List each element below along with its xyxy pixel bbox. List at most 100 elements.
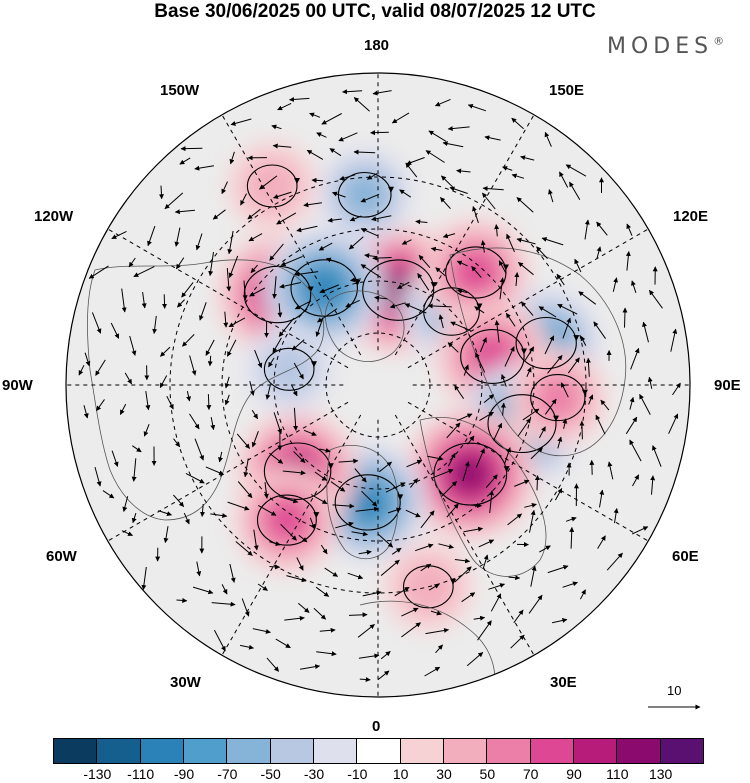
wind-arrow <box>431 469 454 479</box>
map-disk <box>66 73 690 697</box>
anomaly-center <box>233 466 341 574</box>
colorbar-segment <box>53 738 98 764</box>
wind-arrow <box>121 288 127 313</box>
wind-arrow <box>482 554 489 569</box>
wind-arrow <box>427 303 452 309</box>
wind-arrow <box>358 549 372 555</box>
wind-arrow <box>450 321 471 332</box>
colorbar-tick-label: -130 <box>83 766 112 782</box>
wind-arrow <box>442 233 456 239</box>
wind-arrow <box>430 246 443 252</box>
wind-arrow <box>319 284 339 294</box>
wind-arrow <box>143 424 150 437</box>
wind-arrow <box>208 252 214 277</box>
wind-arrow <box>596 221 608 236</box>
colorbar-segment <box>269 738 314 764</box>
wind-arrow <box>425 627 449 635</box>
wind-arrow <box>200 503 205 517</box>
colorbar-tick-label: -30 <box>303 766 325 782</box>
wind-arrow <box>399 189 412 198</box>
wind-arrow <box>534 475 540 491</box>
wind-arrow <box>562 418 568 429</box>
wind-arrow <box>406 459 423 468</box>
colorbar-tick-label: -50 <box>260 766 281 782</box>
wind-arrow <box>237 481 253 499</box>
wind-arrow <box>241 598 250 617</box>
wind-arrow <box>670 328 678 352</box>
wind-arrow <box>189 355 197 376</box>
wind-arrow <box>504 346 515 367</box>
wind-arrow <box>280 523 297 541</box>
wind-arrow <box>428 583 440 591</box>
wind-arrow <box>176 597 188 603</box>
latitude-circle <box>273 280 483 490</box>
colorbar-tick-label: 90 <box>566 766 582 782</box>
wind-arrow <box>578 291 597 305</box>
wind-arrow <box>387 507 402 514</box>
wind-arrow <box>289 96 310 102</box>
wind-arrow <box>353 149 376 155</box>
wind-arrow <box>524 502 537 508</box>
wind-arrow <box>175 257 185 270</box>
wind-arrow <box>355 506 380 512</box>
wind-arrow <box>294 271 319 277</box>
wind-arrow <box>158 510 172 516</box>
wind-arrow <box>321 113 342 125</box>
colorbar-tick-label: 10 <box>392 766 409 782</box>
colorbar-tick-label: -90 <box>173 766 195 782</box>
meridian-line <box>394 414 535 656</box>
wind-arrow <box>280 255 303 267</box>
wind-arrow <box>629 396 635 410</box>
wind-arrow <box>574 258 582 273</box>
wind-arrow <box>405 162 418 178</box>
wind-arrow <box>252 628 271 634</box>
wind-arrow <box>84 352 91 367</box>
anomaly-center <box>421 217 531 328</box>
wind-arrow <box>372 255 392 261</box>
colorbar-segment <box>659 738 704 764</box>
meridian-line <box>107 228 349 369</box>
wind-arrow <box>516 237 536 245</box>
wind-arrow <box>488 583 505 590</box>
wind-arrow <box>473 615 486 621</box>
wind-arrow <box>250 264 258 274</box>
wind-arrow <box>330 481 346 492</box>
circulation-loop <box>362 259 435 321</box>
wind-arrow <box>494 224 500 237</box>
meridian-line <box>107 401 349 542</box>
wind-arrow <box>538 426 546 439</box>
wind-arrow <box>479 337 487 353</box>
wind-arrow <box>332 503 355 509</box>
wind-arrow <box>248 233 263 242</box>
circulation-loop <box>334 474 401 531</box>
wind-arrow <box>358 653 380 659</box>
wind-arrow <box>511 117 524 130</box>
wind-arrow <box>466 503 482 509</box>
wind-arrow <box>648 289 663 309</box>
wind-arrow <box>224 394 230 406</box>
wind-arrow <box>447 126 470 132</box>
anomaly-contour <box>350 485 385 520</box>
wind-arrow <box>567 357 580 374</box>
wind-arrow <box>427 455 444 461</box>
wind-arrow <box>672 382 681 396</box>
wind-arrow <box>569 526 575 549</box>
wind-arrow <box>524 346 535 361</box>
wind-arrow <box>456 260 468 267</box>
circulation-loop <box>263 347 315 391</box>
wind-arrow <box>164 192 184 210</box>
wind-arrow <box>625 251 631 271</box>
lon-label-0: 0 <box>372 718 381 735</box>
wind-arrow <box>639 393 651 415</box>
wind-arrow <box>415 219 428 225</box>
wind-arrow <box>502 166 513 171</box>
wind-arrow <box>485 474 498 489</box>
wind-arrow <box>131 512 137 524</box>
wind-arrow <box>183 512 190 525</box>
wind-arrow <box>141 566 147 591</box>
wind-arrow <box>174 227 181 247</box>
wind-arrow <box>211 601 236 607</box>
wind-arrow <box>396 281 410 290</box>
wind-arrow <box>269 452 284 464</box>
wind-arrow <box>199 302 207 321</box>
